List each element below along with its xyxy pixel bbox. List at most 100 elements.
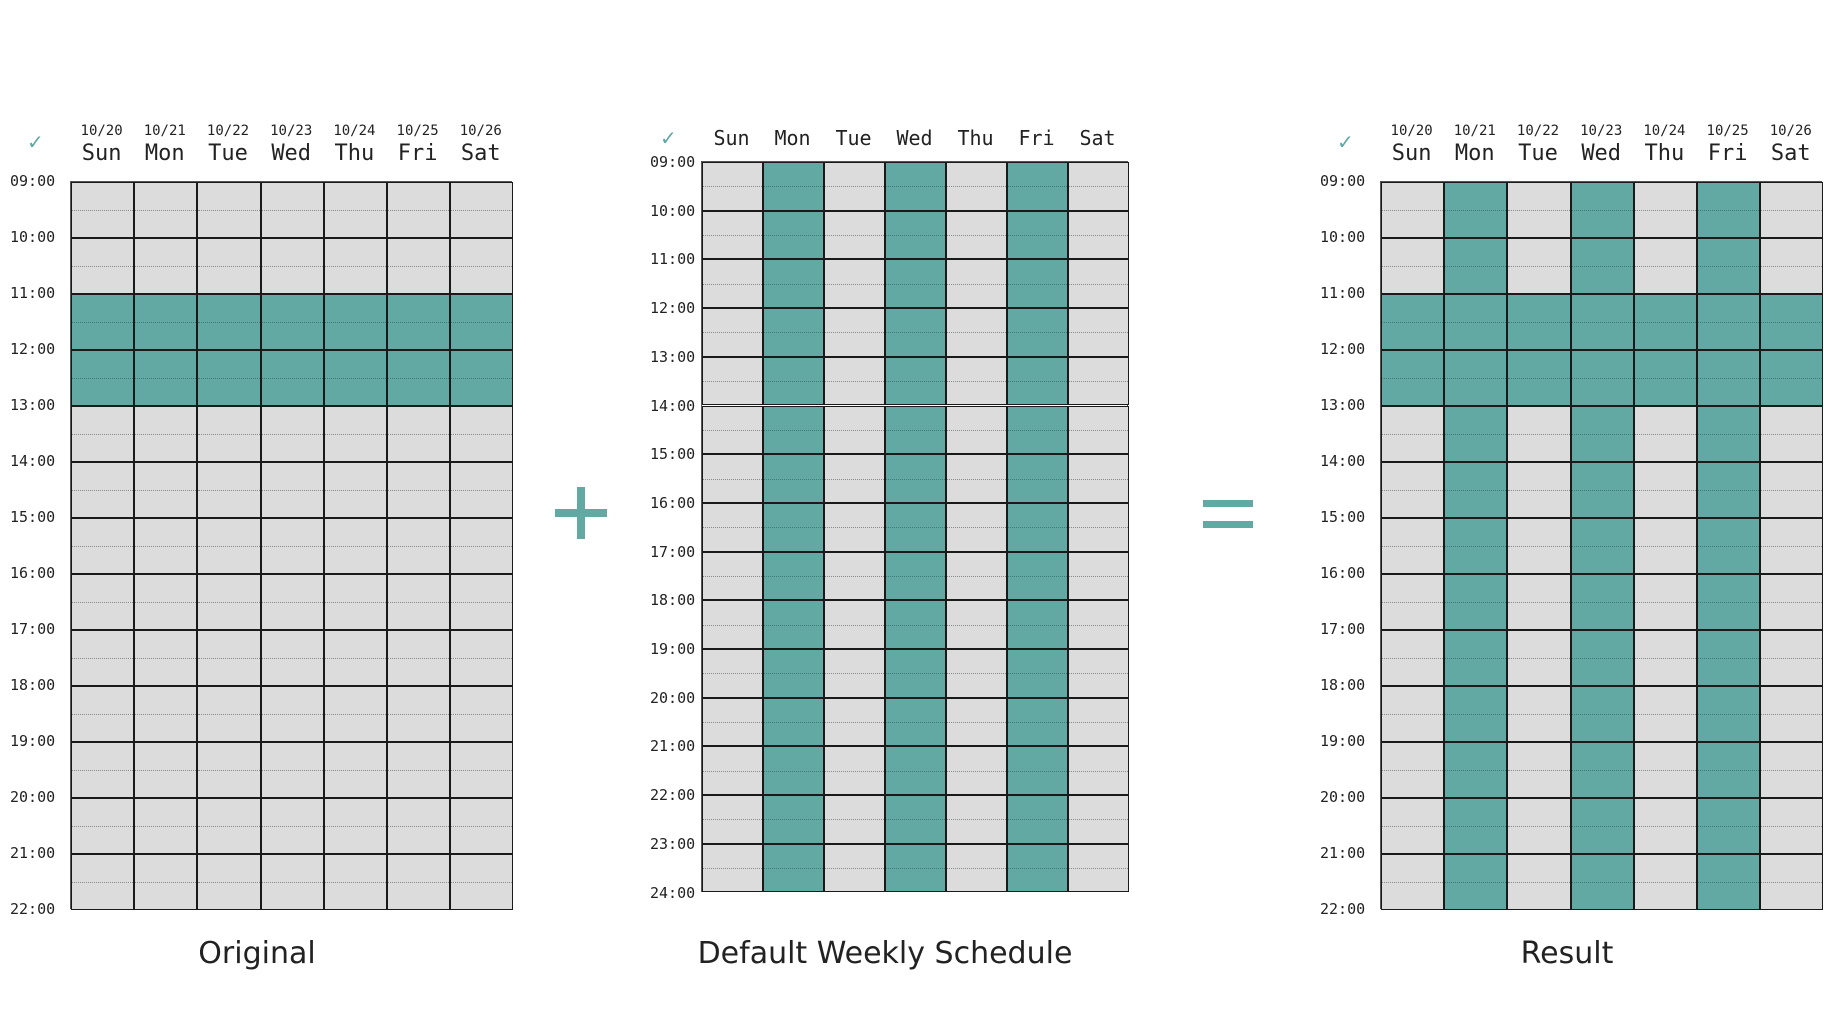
time-label: 11:00 [650,250,696,269]
half-hour-line [825,673,884,675]
empty-slot [197,630,261,686]
half-hour-line [825,527,884,529]
half-hour-line [886,868,945,870]
half-hour-line [886,673,945,675]
half-hour-line [947,332,1006,334]
half-hour-line [135,378,197,379]
available-slot [1444,238,1508,294]
empty-slot [71,686,135,742]
empty-slot [1507,238,1571,294]
empty-slot [702,210,763,260]
half-hour-line [1445,434,1507,435]
day-date: 10/26 [1769,123,1812,139]
half-hour-line [451,658,513,659]
half-hour-line [135,658,197,659]
empty-slot [260,742,324,798]
half-hour-line [1382,378,1444,379]
half-hour-line [703,575,762,577]
half-hour-line [1571,658,1633,659]
day-header: Tue [835,126,872,150]
half-hour-line [1069,235,1128,237]
empty-slot [323,574,387,630]
half-hour-line [1698,266,1760,267]
empty-slot [1633,518,1697,574]
check-icon: ✓ [1337,130,1354,154]
empty-slot [260,238,324,294]
half-hour-line [764,283,823,285]
half-hour-line [198,658,260,659]
available-slot [885,600,946,649]
empty-slot [1068,356,1129,406]
day-date: 10/23 [1580,123,1623,139]
half-hour-line [1571,490,1633,491]
empty-slot [946,308,1007,357]
half-hour-line [1382,658,1444,659]
available-slot [1633,294,1697,350]
empty-slot [702,454,763,503]
empty-slot [450,462,514,518]
half-hour-line [1508,770,1570,771]
half-hour-line [1634,322,1696,323]
available-slot [763,746,824,796]
available-slot [885,502,946,552]
empty-slot [1068,162,1129,211]
half-hour-line [261,714,323,715]
empty-slot [450,182,514,238]
empty-slot [71,406,135,462]
day-header: 10/24 Thu [1633,123,1696,169]
half-hour-line [451,322,513,323]
available-slot [1570,294,1634,350]
time-label: 15:00 [1320,508,1366,526]
available-slot [763,843,824,893]
half-hour-line [324,210,386,211]
time-label: 11:00 [1320,284,1366,302]
empty-slot [323,798,387,854]
half-hour-line [1698,602,1760,603]
time-label: 23:00 [650,834,696,853]
empty-slot [450,854,514,910]
empty-slot [1633,406,1697,462]
time-label: 16:00 [10,564,56,582]
half-hour-line [1008,283,1067,285]
half-hour-line [825,186,884,188]
half-hour-line [72,322,134,323]
half-hour-line [451,826,513,827]
available-slot [1007,259,1068,309]
empty-slot [1381,742,1445,798]
empty-slot [260,518,324,574]
half-hour-line [261,882,323,883]
empty-slot [1068,259,1129,309]
half-hour-line [72,826,134,827]
half-hour-line [1634,378,1696,379]
empty-slot [946,259,1007,309]
empty-slot [1507,574,1571,630]
empty-slot [1507,798,1571,854]
half-hour-line [1008,624,1067,626]
empty-slot [1068,308,1129,357]
half-hour-line [1634,714,1696,715]
empty-slot [197,854,261,910]
half-hour-line [703,478,762,480]
available-slot [1007,600,1068,649]
empty-slot [1068,405,1129,455]
half-hour-line [886,186,945,188]
equals-icon [1203,500,1253,528]
half-hour-line [886,527,945,529]
empty-slot [1633,574,1697,630]
time-label: 09:00 [650,153,696,171]
day-header: Mon [774,126,811,150]
half-hour-line [947,868,1006,870]
time-label: 20:00 [650,688,696,707]
day-header: 10/21 Mon [133,123,196,169]
available-slot [1697,798,1761,854]
empty-slot [946,746,1007,796]
half-hour-line [1445,826,1507,827]
half-hour-line [1008,673,1067,675]
day-name: Sat [1770,141,1811,166]
available-slot [1570,518,1634,574]
empty-slot [71,238,135,294]
time-label: 14:00 [10,452,56,470]
half-hour-line [886,478,945,480]
half-hour-line [1445,490,1507,491]
half-hour-line [703,235,762,237]
